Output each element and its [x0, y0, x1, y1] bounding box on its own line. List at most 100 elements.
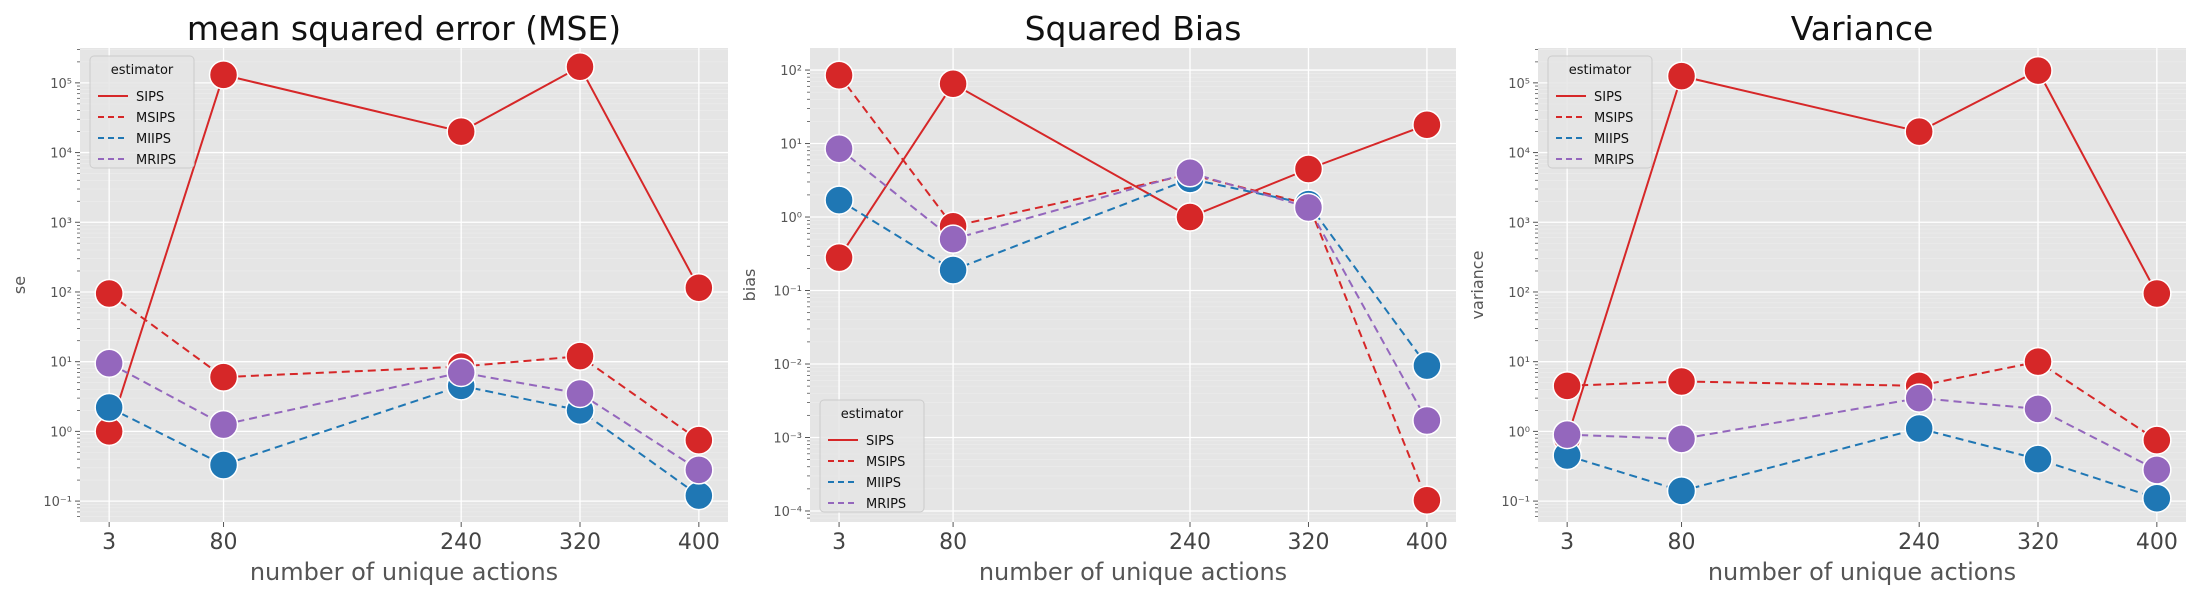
- data-point-miips: [208, 450, 239, 480]
- x-axis-label: number of unique actions: [1708, 558, 2016, 586]
- legend-box: [89, 55, 195, 169]
- y-tick-label: 10⁴: [50, 147, 72, 162]
- data-point-msips: [94, 278, 124, 309]
- legend-label-sips: SIPS: [1594, 90, 1622, 105]
- y-tick-label: 10²: [1508, 286, 1530, 301]
- legend-box: [819, 399, 925, 513]
- data-point-msips: [565, 341, 595, 371]
- data-point-mrips: [1552, 419, 1582, 450]
- data-point-sips: [938, 69, 968, 99]
- data-point-sips: [1175, 202, 1205, 232]
- x-tick-label: 240: [1898, 530, 1940, 555]
- x-tick-label: 240: [1169, 530, 1211, 555]
- x-tick-label: 400: [1406, 530, 1448, 555]
- x-axis-label: number of unique actions: [979, 558, 1287, 586]
- data-point-msips: [684, 425, 714, 455]
- data-point-sips: [1904, 116, 1934, 147]
- x-tick-label: 320: [1287, 530, 1329, 555]
- y-tick-label: 10⁵: [1508, 77, 1530, 92]
- data-point-mrips: [824, 133, 854, 164]
- x-tick-label: 3: [102, 530, 116, 555]
- y-tick-label: 10⁻⁴: [773, 505, 802, 520]
- y-tick-label: 10⁰: [50, 425, 72, 440]
- legend-label-miips: MIIPS: [1594, 132, 1629, 147]
- y-tick-label: 10²: [50, 286, 72, 301]
- x-tick-label: 80: [1668, 530, 1696, 555]
- data-point-sips: [1293, 154, 1324, 184]
- y-tick-label: 10⁻³: [773, 431, 802, 446]
- chart-title: mean squared error (MSE): [187, 9, 621, 48]
- data-point-sips: [684, 272, 714, 303]
- x-tick-label: 240: [440, 530, 482, 555]
- x-tick-label: 80: [210, 530, 238, 555]
- y-tick-label: 10⁰: [780, 211, 802, 226]
- legend: estimator SIPS MSIPS MIIPS MRIPS: [819, 399, 925, 513]
- data-point-mrips: [2023, 394, 2053, 424]
- chart-panel-2: 10⁻⁴ 10⁻³ 10⁻² 10⁻¹ 10⁰ 10¹ 10² 3 80 240 320 400 Squ…: [740, 9, 1456, 586]
- y-tick-label: 10⁴: [1508, 147, 1530, 162]
- data-point-mrips: [1412, 405, 1442, 436]
- data-point-mrips: [1666, 424, 1697, 454]
- data-point-mrips: [2142, 455, 2172, 485]
- legend-label-msips: MSIPS: [866, 455, 905, 470]
- y-tick-label: 10³: [1508, 216, 1530, 231]
- legend-label-mrips: MRIPS: [866, 497, 906, 512]
- data-point-sips: [208, 60, 239, 90]
- data-point-mrips: [565, 378, 595, 409]
- data-point-msips: [1666, 366, 1697, 397]
- series-line-miips: [838, 177, 1428, 367]
- x-tick-label: 3: [832, 530, 846, 555]
- data-point-sips: [1666, 61, 1697, 91]
- data-point-miips: [2023, 444, 2053, 474]
- data-point-mrips: [1904, 383, 1934, 413]
- data-point-mrips: [1293, 192, 1324, 223]
- data-point-miips: [938, 255, 968, 285]
- legend-label-miips: MIIPS: [866, 476, 901, 491]
- data-point-msips: [1412, 485, 1442, 515]
- series-line-mrips: [108, 362, 700, 471]
- x-tick-label: 400: [2136, 530, 2178, 555]
- data-point-mrips: [684, 455, 714, 485]
- data-point-miips: [2142, 483, 2172, 513]
- y-tick-label: 10⁻¹: [773, 285, 802, 300]
- y-axis-label: variance: [1468, 251, 1487, 320]
- y-tick-label: 10⁻¹: [43, 495, 72, 510]
- chart-panel-1: 10⁻¹ 10⁰ 10¹ 10² 10³ 10⁴ 10⁵ 3 80 240 320 400 mean s…: [10, 9, 728, 586]
- data-point-sips: [565, 52, 595, 82]
- data-point-msips: [2142, 425, 2172, 455]
- chart-title: Variance: [1791, 9, 1934, 48]
- y-tick-label: 10⁻²: [773, 358, 802, 373]
- legend-label-miips: MIIPS: [136, 132, 171, 147]
- data-point-sips: [2023, 55, 2053, 86]
- x-tick-label: 320: [2017, 530, 2059, 555]
- data-point-mrips: [208, 409, 239, 440]
- data-point-msips: [208, 362, 239, 392]
- data-point-msips: [1552, 371, 1582, 401]
- legend-title: estimator: [111, 63, 174, 78]
- data-point-mrips: [94, 348, 124, 378]
- data-point-miips: [1666, 476, 1697, 506]
- x-tick-label: 80: [939, 530, 967, 555]
- data-point-miips: [94, 392, 124, 423]
- y-axis-label: se: [10, 276, 29, 294]
- y-tick-label: 10⁻¹: [1501, 495, 1530, 510]
- y-tick-label: 10¹: [50, 356, 72, 371]
- data-point-miips: [1904, 413, 1934, 444]
- data-point-msips: [2023, 346, 2053, 377]
- data-point-miips: [684, 480, 714, 511]
- data-point-sips: [824, 242, 854, 273]
- y-tick-label: 10³: [50, 216, 72, 231]
- x-tick-label: 3: [1560, 530, 1574, 555]
- legend-title: estimator: [1569, 63, 1632, 78]
- chart-title: Squared Bias: [1025, 9, 1242, 48]
- y-axis-label: bias: [740, 269, 759, 302]
- data-point-mrips: [1175, 158, 1205, 188]
- chart-panel-3: 10⁻¹ 10⁰ 10¹ 10² 10³ 10⁴ 10⁵ 3 80 240 320 400 Varian…: [1468, 9, 2186, 586]
- legend-label-sips: SIPS: [136, 90, 164, 105]
- y-tick-label: 10²: [780, 64, 802, 79]
- x-tick-label: 320: [559, 530, 601, 555]
- data-point-mrips: [938, 224, 968, 254]
- data-point-msips: [824, 60, 854, 90]
